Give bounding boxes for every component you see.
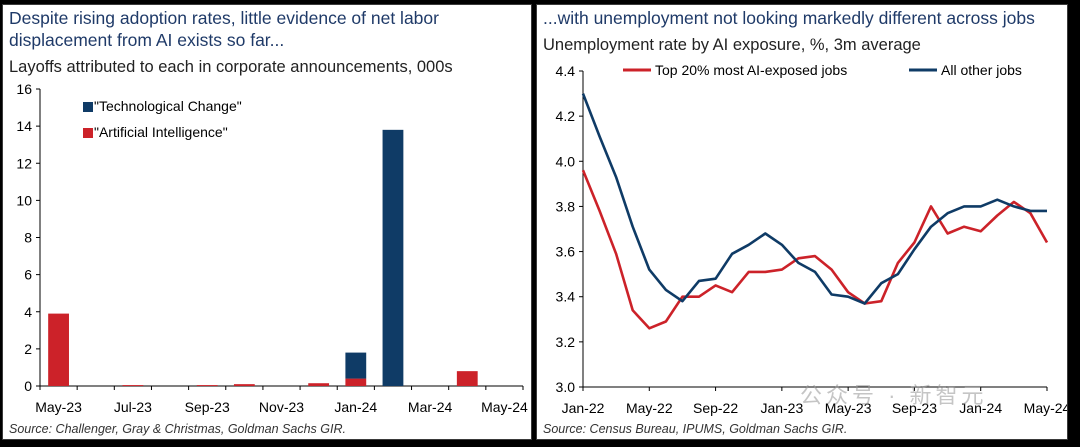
x-tick-label: Jan-24: [334, 399, 377, 415]
chart-title: Layoffs attributed to each in corporate …: [9, 58, 453, 76]
y-tick-label: 0: [24, 378, 32, 394]
bar-segment: [382, 129, 404, 386]
y-tick-label: 4.2: [556, 108, 576, 124]
x-tick-label: Mar-24: [408, 399, 453, 415]
bar-segment: [196, 385, 218, 386]
y-tick-label: 12: [16, 155, 32, 171]
x-tick-label: Nov-23: [259, 399, 304, 415]
x-tick-label: Jul-23: [114, 399, 152, 415]
y-tick-label: 3.2: [556, 334, 576, 350]
y-tick-label: 2: [24, 341, 32, 357]
chart-source: Source: Census Bureau, IPUMS, Goldman Sa…: [543, 422, 848, 436]
y-tick-label: 8: [24, 230, 32, 246]
x-tick-label: May-22: [626, 400, 673, 416]
series-line: [581, 169, 1049, 330]
y-tick-label: 6: [24, 267, 32, 283]
bar-segment: [308, 383, 330, 386]
y-tick-label: 3.8: [556, 198, 576, 214]
x-tick-label: Sep-22: [693, 400, 738, 416]
x-tick-label: May-23: [825, 400, 872, 416]
legend-label: All other jobs: [941, 62, 1022, 78]
x-tick-label: Sep-23: [892, 400, 937, 416]
legend-label: Top 20% most AI-exposed jobs: [655, 62, 847, 78]
y-tick-label: 16: [16, 81, 32, 97]
bar-segment: [345, 378, 367, 386]
y-tick-label: 3.4: [556, 289, 576, 305]
legend-swatch: [83, 128, 93, 138]
chart-panel-layoffs: Despite rising adoption rates, little ev…: [2, 4, 532, 440]
y-tick-label: 4.4: [556, 63, 576, 79]
x-tick-label: Jan-23: [760, 400, 803, 416]
chart-headline: ...with unemployment not looking markedl…: [543, 8, 1035, 28]
y-tick-label: 4: [24, 304, 32, 320]
legend-label: "Technological Change": [94, 98, 242, 114]
x-tick-label: May-23: [35, 399, 82, 415]
x-tick-label: Sep-23: [185, 399, 230, 415]
chart-title: Unemployment rate by AI exposure, %, 3m …: [543, 36, 921, 54]
legend-label: "Artificial Intelligence": [94, 124, 228, 140]
chart-panel-unemployment: ...with unemployment not looking markedl…: [536, 4, 1068, 440]
bar-segment: [48, 313, 69, 386]
unemployment-line-chart: 3.0 3.2 3.4 3.6 3.8 4.0 4.2 4.4 Jan-22 May-22 Sep-…: [556, 62, 1068, 416]
y-tick-label: 14: [16, 118, 32, 134]
bar-segment: [122, 385, 144, 386]
bar-segment: [345, 352, 367, 379]
x-tick-label: Jan-22: [562, 400, 605, 416]
y-tick-label: 10: [16, 192, 32, 208]
y-tick-label: 3.0: [556, 379, 576, 395]
bar-segment: [456, 371, 478, 386]
y-tick-label: 3.6: [556, 244, 576, 260]
bar-segment: [233, 384, 255, 386]
layoffs-bar-chart: 0 2 4 6 8 10 12 14 16 May-23 Jul-23 Sep-23 Nov-23 Jan…: [16, 81, 528, 415]
x-tick-label: Jan-24: [959, 400, 1002, 416]
legend-swatch: [83, 102, 93, 112]
chart-headline: Despite rising adoption rates, little ev…: [9, 8, 439, 50]
x-tick-label: May-24: [1024, 400, 1068, 416]
x-tick-label: May-24: [481, 399, 528, 415]
y-tick-label: 4.0: [556, 153, 576, 169]
series-line: [581, 93, 1047, 305]
chart-source: Source: Challenger, Gray & Christmas, Go…: [9, 422, 346, 436]
